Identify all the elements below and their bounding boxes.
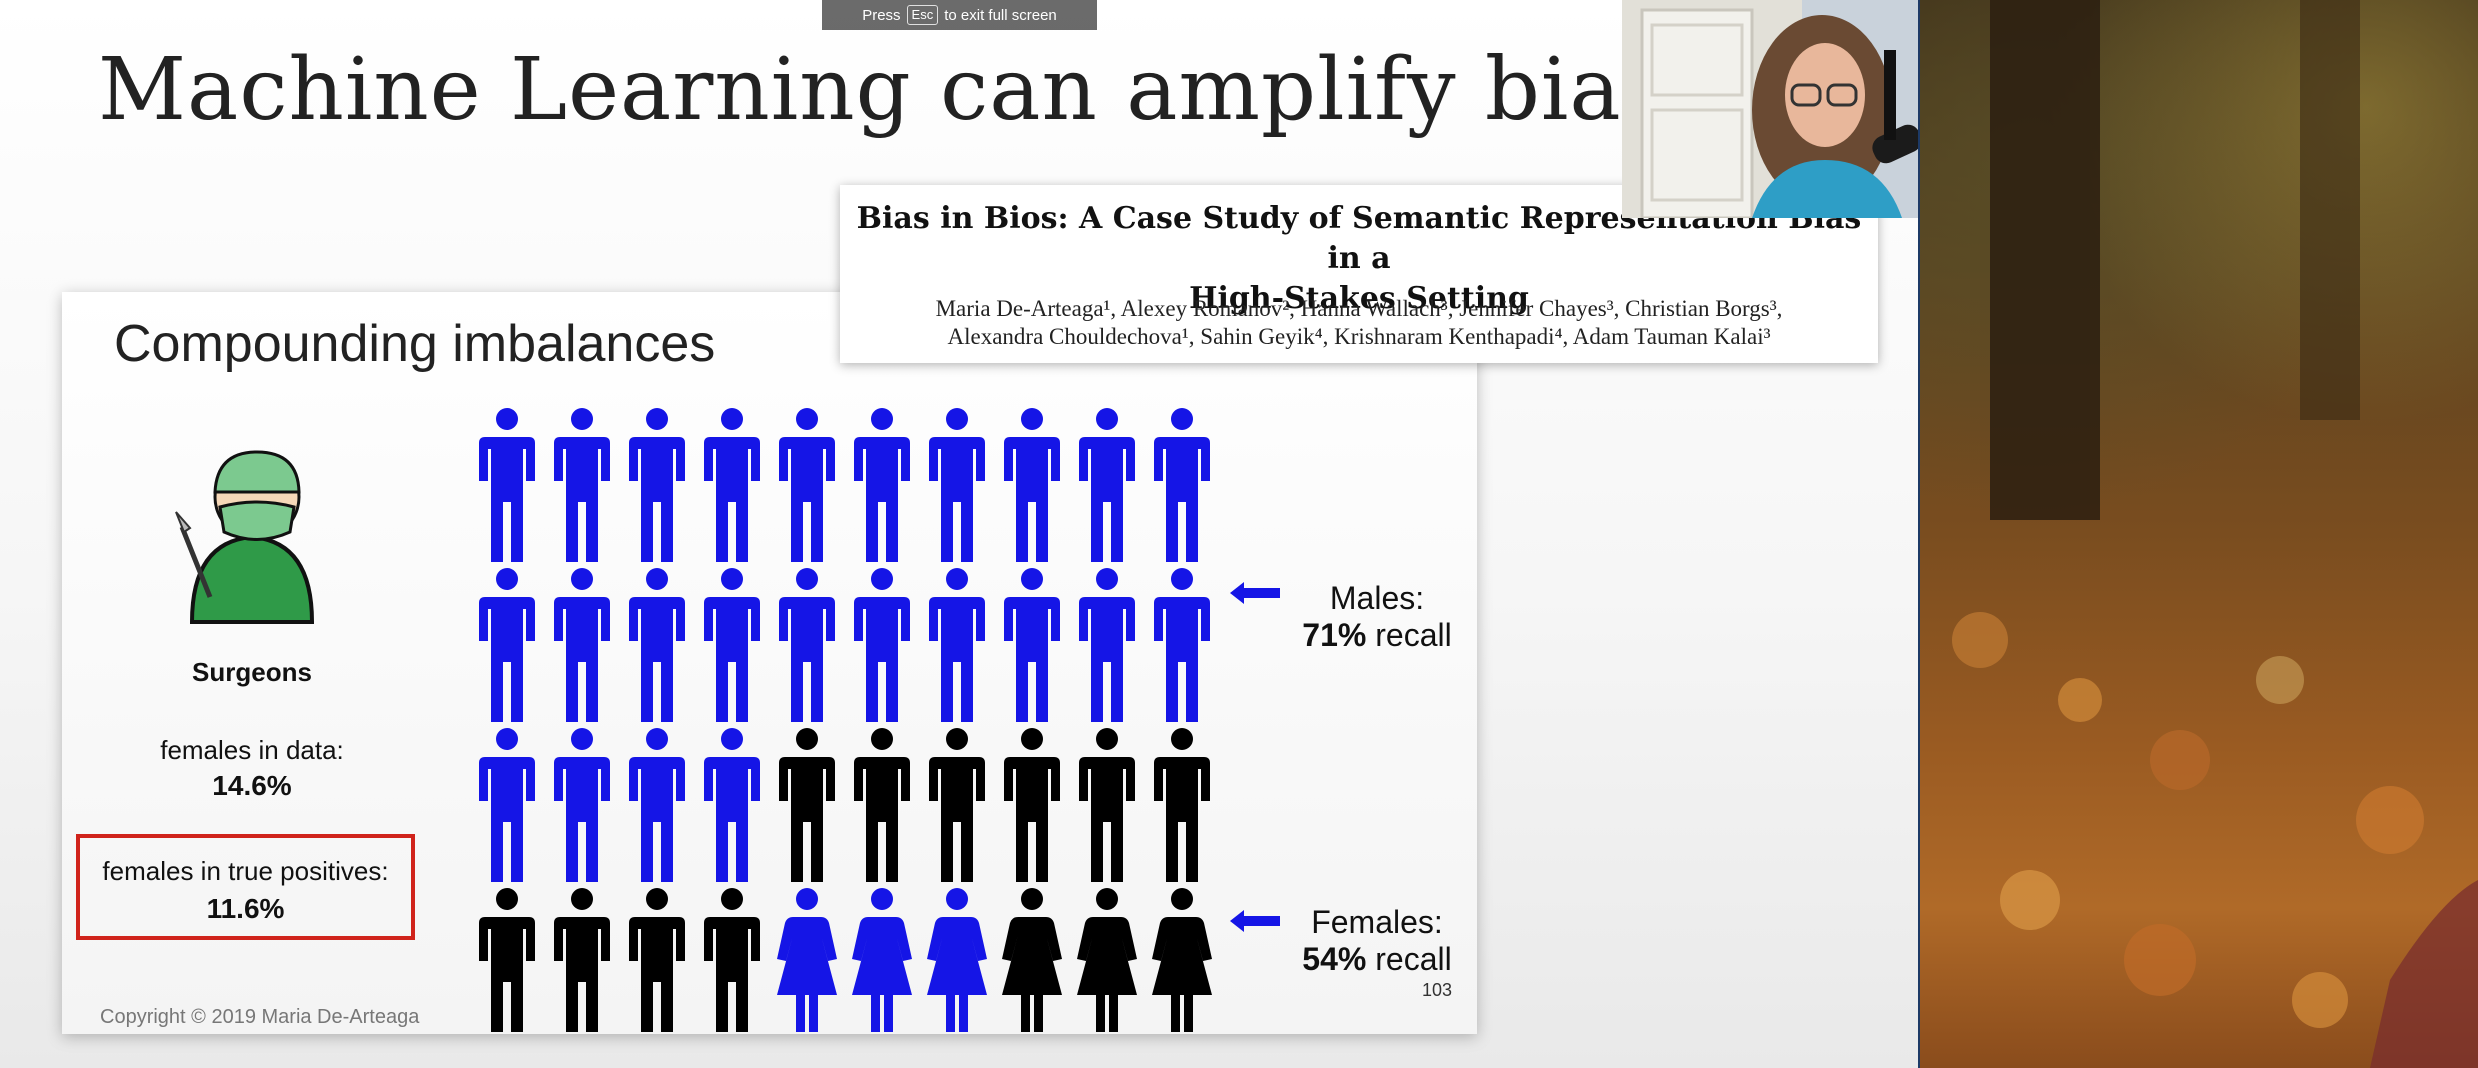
fullscreen-hint: Press Esc to exit full screen	[822, 0, 1097, 30]
male-person-icon	[854, 408, 910, 562]
females-recall-value: 54%	[1302, 941, 1367, 977]
male-person-icon	[779, 728, 835, 882]
presentation-slide: Machine Learning can amplify bias. Compo…	[0, 0, 1922, 1068]
male-person-icon	[554, 728, 610, 882]
male-person-icon	[704, 888, 760, 1032]
male-person-icon	[629, 888, 685, 1032]
female-person-icon	[852, 888, 912, 1032]
males-label: Males:	[1329, 580, 1425, 616]
page-number: 103	[1422, 980, 1453, 1000]
male-person-icon	[1004, 568, 1060, 722]
male-person-icon	[554, 888, 610, 1032]
female-person-icon	[1077, 888, 1137, 1032]
male-person-icon	[629, 568, 685, 722]
females-recall-word: recall	[1375, 941, 1452, 977]
female-person-icon	[1152, 888, 1212, 1032]
male-person-icon	[929, 728, 985, 882]
paper-authors-line-1: Maria De-Arteaga¹, Alexey Romanov², Hann…	[935, 296, 1783, 321]
paper-authors-line-2: Alexandra Chouldechova¹, Sahin Geyik⁴, K…	[947, 324, 1771, 349]
male-person-icon	[704, 408, 760, 562]
surgeons-label: Surgeons	[192, 657, 312, 687]
male-person-icon	[704, 728, 760, 882]
slide-title: Machine Learning can amplify bias.	[98, 40, 1696, 140]
female-person-icon	[1002, 888, 1062, 1032]
fullscreen-hint-suffix: to exit full screen	[944, 6, 1057, 24]
fullscreen-hint-prefix: Press	[862, 6, 901, 24]
people-grid	[479, 408, 1212, 1032]
male-person-icon	[779, 568, 835, 722]
autumn-leaves-photo	[1952, 0, 2478, 1068]
paper-authors: Maria De-Arteaga¹, Alexey Romanov², Hann…	[840, 295, 1878, 351]
paper-title: Bias in Bios: A Case Study of Semantic R…	[840, 199, 1878, 319]
male-person-icon	[1079, 408, 1135, 562]
male-person-icon	[854, 568, 910, 722]
male-person-icon	[929, 568, 985, 722]
females-recall-label: Females: 54% recall	[1302, 904, 1452, 978]
male-person-icon	[1079, 728, 1135, 882]
male-person-icon	[779, 408, 835, 562]
presenter-webcam-image	[1622, 0, 1922, 218]
female-person-icon	[777, 888, 837, 1032]
males-recall-word: recall	[1375, 617, 1452, 653]
male-person-icon	[1004, 408, 1060, 562]
females-in-data-value: 14.6%	[212, 770, 292, 801]
male-person-icon	[1154, 408, 1210, 562]
embedded-slide: Compounding imbalances Surgeons females …	[62, 292, 1477, 1034]
embedded-slide-title: Compounding imbalances	[114, 315, 716, 373]
male-person-icon	[1079, 568, 1135, 722]
male-person-icon	[479, 408, 535, 562]
males-recall-value: 71%	[1302, 617, 1367, 653]
male-person-icon	[629, 728, 685, 882]
females-true-positives-label: females in true positives:	[102, 856, 389, 886]
males-recall-label: Males: 71% recall	[1302, 580, 1452, 654]
females-true-positives-box: females in true positives: 11.6%	[76, 834, 415, 940]
males-arrow-icon	[1230, 582, 1280, 604]
male-person-icon	[479, 728, 535, 882]
male-person-icon	[929, 408, 985, 562]
females-true-positives-value: 11.6%	[206, 893, 285, 924]
females-in-data-label: females in data:	[160, 735, 344, 765]
paper-title-line-2: High-Stakes Setting	[1189, 281, 1529, 316]
presenter-webcam	[1622, 0, 1922, 218]
male-person-icon	[479, 888, 535, 1032]
autumn-background-image	[1920, 0, 2478, 1068]
male-person-icon	[854, 728, 910, 882]
male-person-icon	[1004, 728, 1060, 882]
females-arrow-icon	[1230, 910, 1280, 932]
esc-key: Esc	[906, 5, 939, 25]
female-person-icon	[927, 888, 987, 1032]
females-label: Females:	[1311, 904, 1443, 940]
male-person-icon	[1154, 568, 1210, 722]
male-person-icon	[554, 408, 610, 562]
male-person-icon	[629, 408, 685, 562]
copyright-text: Copyright © 2019 Maria De-Arteaga	[100, 1006, 420, 1028]
male-person-icon	[1154, 728, 1210, 882]
surgeon-icon	[175, 450, 315, 624]
male-person-icon	[554, 568, 610, 722]
male-person-icon	[479, 568, 535, 722]
male-person-icon	[704, 568, 760, 722]
